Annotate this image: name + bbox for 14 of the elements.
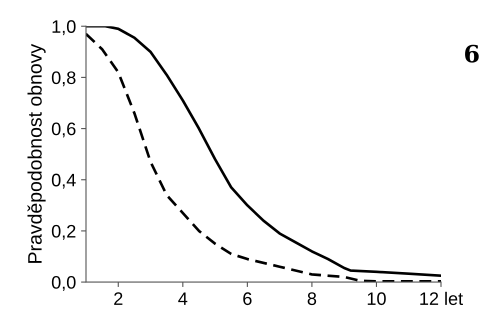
text: 6 [465, 44, 479, 63]
x-tick-label: 12 let [420, 292, 463, 306]
y-tick-label: 0,6 [52, 122, 76, 138]
y-tick-label: 0,0 [52, 276, 76, 291]
x-tick-label: 2 [114, 292, 122, 305]
x-tick-label: 10 [368, 292, 386, 306]
y-axis-title: Pravděpodobnost obnovy [27, 44, 46, 263]
x-tick-label: 4 [178, 292, 188, 305]
y-tick-label: 1,0 [52, 20, 76, 36]
y-tick-label: 0,2 [52, 224, 76, 240]
x-tick-label: 8 [308, 292, 316, 306]
x-tick-label: 6 [243, 292, 252, 306]
y-tick-label: 0,4 [52, 174, 76, 189]
y-tick-label: 0,8 [52, 71, 76, 86]
